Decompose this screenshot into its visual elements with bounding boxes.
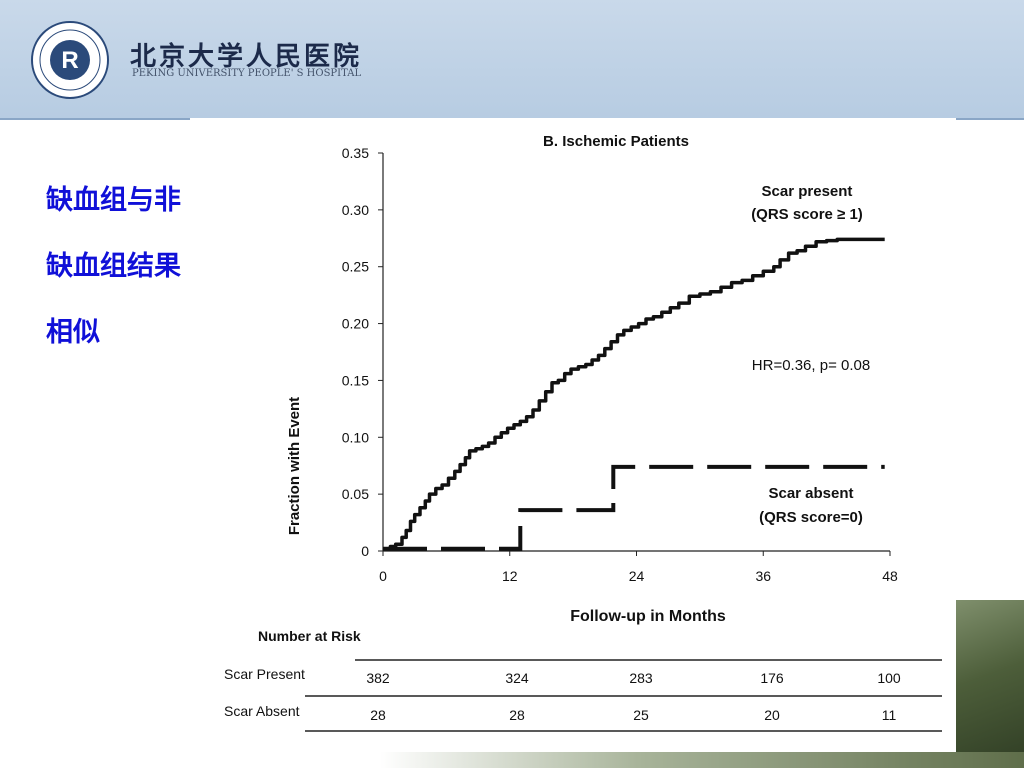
x-tick-label: 12: [502, 568, 518, 584]
hospital-name-cn: 北京大学人民医院: [130, 42, 363, 72]
risk-cell: 20: [764, 707, 780, 723]
y-tick-label: 0.05: [342, 486, 369, 502]
chart-title: B. Ischemic Patients: [543, 133, 689, 150]
x-tick-label: 24: [629, 568, 645, 584]
series-line-scar-absent: [383, 464, 885, 551]
y-tick-label: 0.15: [342, 372, 369, 388]
caption-line-2: 缺血组结果: [46, 251, 181, 282]
y-tick-label: 0: [361, 543, 369, 559]
series-group: [383, 237, 885, 551]
legend-scar-absent-line2: (QRS score=0): [759, 509, 863, 526]
background-photo: [956, 600, 1024, 768]
risk-row-label: Scar Absent: [224, 703, 300, 719]
risk-cell: 28: [509, 707, 525, 723]
y-tick-label: 0.25: [342, 259, 369, 275]
risk-table-title: Number at Risk: [258, 628, 361, 644]
axes: 0 0.05 0.10 0.15 0.20 0.25 0.30 0.35 0 12 24 36 48: [342, 145, 898, 584]
hr-annotation: HR=0.36, p= 0.08: [752, 357, 870, 374]
y-tick-label: 0.20: [342, 316, 369, 332]
km-chart: B. Ischemic Patients Fraction with Event…: [224, 133, 942, 732]
caption-line-1: 缺血组与非: [46, 185, 181, 216]
km-figure: B. Ischemic Patients Fraction with Event…: [190, 118, 956, 750]
legend-scar-present-line2: (QRS score ≥ 1): [751, 206, 863, 223]
header-banner: R 北京大学人民医院 PEKING UNIVERSITY PEOPLE' S H…: [0, 0, 1024, 120]
risk-cell: 382: [366, 670, 390, 686]
risk-row-label: Scar Present: [224, 666, 305, 682]
risk-cell: 28: [370, 707, 386, 723]
svg-text:R: R: [61, 47, 78, 74]
y-axis-label: Fraction with Event: [286, 397, 303, 535]
x-tick-label: 36: [755, 568, 771, 584]
hospital-logo-icon: R: [31, 21, 109, 99]
risk-cell: 176: [760, 670, 784, 686]
y-tick-label: 0.10: [342, 429, 369, 445]
risk-cell: 283: [629, 670, 653, 686]
risk-cell: 25: [633, 707, 649, 723]
risk-table: Scar Present 382 324 283 176 100 Scar Absent 28…: [224, 659, 942, 732]
y-tick-label: 0.35: [342, 145, 369, 161]
caption-line-3: 相似: [46, 317, 100, 348]
legend-scar-absent-line1: Scar absent: [768, 485, 853, 502]
x-axis-label: Follow-up in Months: [570, 608, 726, 625]
x-tick-label: 0: [379, 568, 387, 584]
risk-cell: 100: [877, 670, 901, 686]
background-strip: [380, 752, 1024, 768]
hospital-name-en: PEKING UNIVERSITY PEOPLE' S HOSPITAL: [132, 68, 362, 79]
risk-cell: 324: [505, 670, 529, 686]
slide-caption: 缺血组与非 缺血组结果 相似: [46, 168, 236, 366]
legend-scar-present-line1: Scar present: [762, 183, 853, 200]
risk-cell: 11: [882, 707, 897, 723]
y-tick-label: 0.30: [342, 202, 369, 218]
x-tick-label: 48: [882, 568, 898, 584]
series-line-scar-present: [383, 237, 885, 551]
